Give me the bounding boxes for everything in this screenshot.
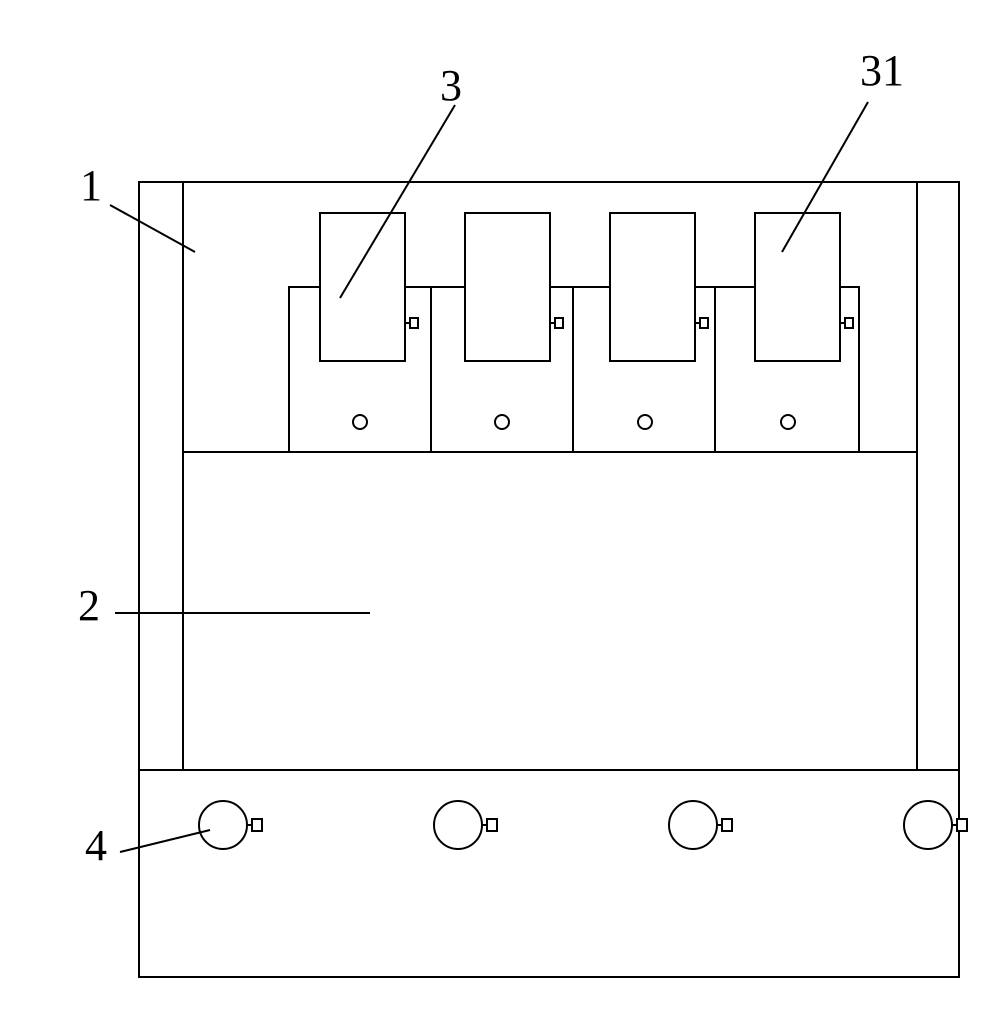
label-3: 3 — [440, 61, 462, 110]
label-31: 31 — [860, 46, 904, 95]
engineering-diagram: 1 3 31 2 4 — [20, 20, 1000, 998]
label-2: 2 — [78, 581, 100, 630]
label-1: 1 — [80, 161, 102, 210]
label-4: 4 — [85, 821, 107, 870]
